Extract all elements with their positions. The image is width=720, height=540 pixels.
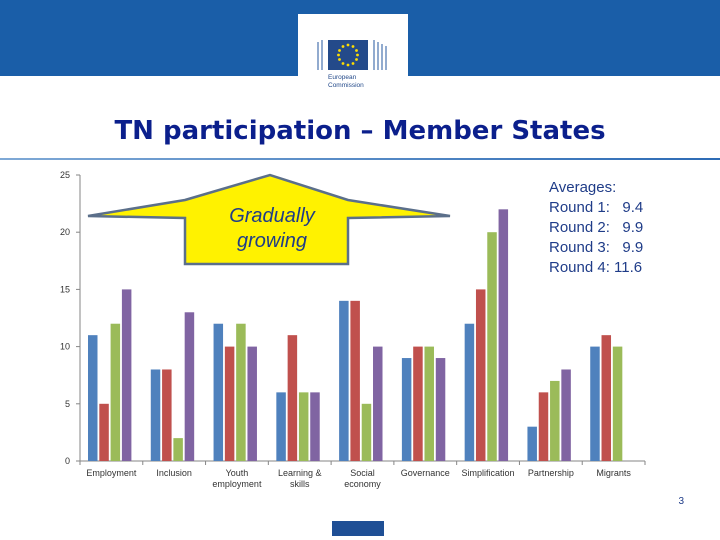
- bar-round3-cat5: [361, 403, 372, 461]
- eu-flag-building-icon: [317, 40, 387, 70]
- callout-line-2: growing: [236, 230, 308, 252]
- bar-round4-cat2: [184, 312, 195, 461]
- y-tick-label-2: 10: [60, 342, 70, 352]
- bar-round2-cat8: [538, 392, 549, 461]
- bar-round4-cat7: [498, 209, 509, 461]
- european-commission-logo: European Commission: [298, 14, 408, 98]
- callout-text: Gradually growing: [196, 204, 348, 254]
- y-tick-label-4: 20: [60, 227, 70, 237]
- bar-round1-cat2: [150, 369, 161, 461]
- logo-wordmark: European Commission: [328, 74, 398, 90]
- participation-bar-chart: 0 5 10 15 20 25 Employment Inclusion Youth emplo…: [60, 170, 646, 489]
- bar-round3-cat4: [298, 392, 309, 461]
- bar-round3-cat9: [612, 346, 623, 461]
- bar-round2-cat6: [413, 346, 423, 461]
- bar-round2-cat3: [224, 346, 235, 461]
- x-tick-label-1: Employment: [86, 468, 137, 478]
- x-tick-label-3: Youth employment: [212, 468, 262, 489]
- title-divider: [0, 158, 720, 160]
- x-tick-label-4: Learning & skills: [278, 468, 322, 489]
- bar-round3-cat3: [236, 323, 246, 461]
- x-tick-label-5: Social economy: [344, 468, 381, 489]
- bar-round2-cat4: [287, 335, 298, 461]
- page-number: 3: [678, 496, 684, 507]
- bar-round4-cat1: [121, 289, 132, 461]
- bar-round3-cat1: [110, 323, 121, 461]
- logo-line-2: Commission: [328, 82, 364, 89]
- bar-round1-cat5: [339, 300, 349, 461]
- x-tick-label-2: Inclusion: [156, 468, 192, 478]
- averages-box: Averages: Round 1: 9.4 Round 2: 9.9 Roun…: [549, 178, 643, 278]
- bar-round2-cat5: [350, 300, 360, 461]
- bar-round1-cat6: [401, 358, 412, 461]
- bar-round1-cat7: [464, 323, 475, 461]
- averages-heading: Averages:: [549, 179, 617, 196]
- average-round-4: Round 4: 11.6: [549, 259, 643, 276]
- bar-round1-cat4: [276, 392, 286, 461]
- callout-line-1: Gradually: [229, 205, 315, 227]
- x-tick-label-6: Governance: [401, 468, 450, 478]
- y-tick-label-3: 15: [60, 284, 70, 294]
- callout-arrow: [87, 173, 451, 266]
- bar-round1-cat3: [213, 323, 224, 461]
- average-round-1: Round 1: 9.4: [549, 199, 644, 216]
- bar-round1-cat9: [590, 346, 600, 461]
- bar-round4-cat8: [561, 369, 571, 461]
- y-tick-label-0: 0: [65, 456, 70, 466]
- x-tick-label-9: Migrants: [596, 468, 631, 478]
- page-title: TN participation – Member States: [114, 116, 606, 146]
- bar-round2-cat7: [475, 289, 486, 461]
- bar-round1-cat1: [88, 335, 98, 461]
- social-europe-logo: [332, 521, 384, 536]
- bar-round3-cat6: [424, 346, 434, 461]
- x-tick-label-7: Simplification: [462, 468, 515, 478]
- logo-line-1: European: [328, 74, 357, 81]
- bar-round4-cat5: [373, 346, 383, 461]
- average-round-2: Round 2: 9.9: [549, 219, 644, 236]
- bar-round3-cat7: [487, 232, 497, 461]
- bar-round3-cat2: [173, 438, 183, 461]
- bar-round2-cat2: [162, 369, 172, 461]
- y-tick-label-1: 5: [65, 399, 70, 409]
- bar-round2-cat9: [601, 335, 612, 461]
- bar-round4-cat6: [435, 358, 446, 461]
- average-round-3: Round 3: 9.9: [549, 239, 644, 256]
- bar-round3-cat8: [550, 380, 560, 461]
- y-tick-label-5: 25: [60, 170, 70, 180]
- bar-round1-cat8: [527, 426, 537, 461]
- x-tick-label-8: Partnership: [528, 468, 574, 478]
- bar-round4-cat4: [310, 392, 320, 461]
- bar-round2-cat1: [99, 403, 109, 461]
- bar-round4-cat3: [247, 346, 257, 461]
